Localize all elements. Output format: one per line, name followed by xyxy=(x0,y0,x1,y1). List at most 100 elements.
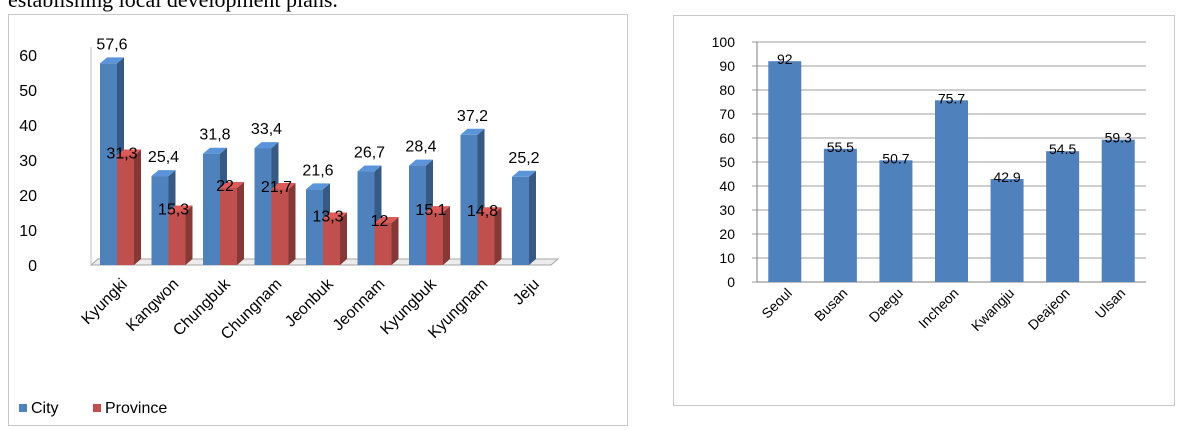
data-label: 92 xyxy=(777,51,793,67)
chart-panel-metro: 0 10 20 30 40 50 60 70 80 90 100 92 Seoul 55.5 Busan 50… xyxy=(673,15,1175,406)
data-label: 54.5 xyxy=(1049,141,1076,157)
bar-daegu xyxy=(879,160,913,282)
bar-province-jeonnam xyxy=(374,217,399,265)
bar-side xyxy=(288,183,296,265)
y-tick-label: 70 xyxy=(719,106,735,122)
x-tick-label: Deajeon xyxy=(1025,285,1073,333)
bar-top xyxy=(426,206,450,213)
bar-front xyxy=(306,189,323,265)
bar-top xyxy=(409,159,433,166)
bar-front xyxy=(512,176,529,265)
data-label-province: 21,7 xyxy=(261,179,292,196)
data-label-city: 31,8 xyxy=(199,127,230,144)
legend-swatch-city xyxy=(19,404,27,412)
bar-side xyxy=(340,212,347,265)
data-label-city: 25,2 xyxy=(508,150,539,167)
x-tick-label: Daegu xyxy=(866,285,906,325)
data-label-city: 37,2 xyxy=(457,108,488,125)
bar-province-kyungbuk xyxy=(426,206,450,265)
y-tick-label: 0 xyxy=(727,274,735,290)
data-label-province: 22 xyxy=(216,178,234,195)
data-label-province: 13,3 xyxy=(312,208,343,225)
chart-city-province: 010203040506057,631,3Kyungki25,415,3Kang… xyxy=(19,36,560,417)
data-label: 75.7 xyxy=(938,90,965,106)
data-label-province: 14,8 xyxy=(467,203,498,220)
y-tick-label: 10 xyxy=(19,223,37,240)
bar-front xyxy=(220,188,237,265)
data-label-province: 12 xyxy=(371,213,389,230)
data-label-city: 25,4 xyxy=(148,149,179,166)
bar-province-chungnam xyxy=(271,183,296,265)
y-tick-label: 80 xyxy=(719,82,735,98)
caption-text: establishing local development plans. xyxy=(8,0,338,13)
bar-incheon xyxy=(935,100,968,282)
y-tick-label: 90 xyxy=(719,58,735,74)
bar-top xyxy=(460,128,485,135)
x-tick-label: Seoul xyxy=(758,285,795,322)
bar-province-kyungnam xyxy=(477,207,502,265)
x-tick-label: Busan xyxy=(811,285,850,324)
data-label-province: 31,3 xyxy=(106,145,137,162)
bar-busan xyxy=(823,148,857,282)
y-tick-label: 20 xyxy=(719,226,735,242)
bar-front xyxy=(254,148,272,265)
bar-side xyxy=(443,206,450,265)
bar-deajeon xyxy=(1046,151,1080,282)
y-tick-label: 40 xyxy=(719,178,735,194)
chart-panel-city-province: 0 10 20 30 40 50 60 57,6 31,3 Kyungki 25,4 15,3 Kang… xyxy=(8,14,628,426)
y-tick-label: 40 xyxy=(19,118,37,135)
bar-ulsan xyxy=(1101,139,1135,282)
data-label-city: 28,4 xyxy=(405,139,436,156)
y-tick-label: 10 xyxy=(719,250,735,266)
bar-top xyxy=(323,212,347,219)
bar-province-jeonbuk xyxy=(323,212,347,265)
data-label-city: 21,6 xyxy=(302,162,333,179)
y-tick-label: 30 xyxy=(719,202,735,218)
bar-top xyxy=(117,149,141,156)
y-tick-label: 0 xyxy=(28,258,37,275)
bar-front xyxy=(477,213,495,265)
bar-top xyxy=(271,183,296,190)
data-label-province: 15,3 xyxy=(158,201,189,218)
y-tick-label: 50 xyxy=(19,83,37,100)
bar-front xyxy=(117,155,134,265)
data-label-city: 57,6 xyxy=(96,36,127,53)
bar-top xyxy=(100,57,124,64)
bar-top xyxy=(374,217,399,223)
data-label: 55.5 xyxy=(827,139,854,155)
bar-city-jeju xyxy=(512,170,536,265)
bar-front xyxy=(374,223,392,265)
bar-province-chungbuk xyxy=(220,182,244,265)
bar-province-kangwon xyxy=(168,205,193,265)
bar-front xyxy=(168,211,186,265)
bar-side xyxy=(185,205,193,265)
bar-front xyxy=(323,218,340,265)
bar-front xyxy=(151,176,169,265)
data-label-city: 26,7 xyxy=(354,145,385,162)
bar-front xyxy=(100,63,117,266)
x-tick-label: Incheon xyxy=(915,285,962,332)
legend-swatch-province xyxy=(93,404,101,412)
data-label: 59.3 xyxy=(1105,130,1132,146)
legend-label-province: Province xyxy=(105,400,167,417)
y-tick-label: 60 xyxy=(19,48,37,65)
x-tick-label: Ulsan xyxy=(1092,285,1129,322)
bar-side xyxy=(391,217,399,265)
data-label: 42.9 xyxy=(993,169,1020,185)
bar-front xyxy=(460,134,478,265)
bar-top xyxy=(151,170,176,177)
bar-front xyxy=(357,171,375,265)
bar-front xyxy=(271,189,289,265)
y-tick-label: 100 xyxy=(712,34,736,50)
bar-top xyxy=(477,207,502,214)
legend-label-city: City xyxy=(31,400,59,417)
bar-province-kyungki xyxy=(117,149,141,265)
bar-top xyxy=(357,165,382,172)
y-tick-label: 50 xyxy=(719,154,735,170)
bar-seoul xyxy=(768,61,802,283)
bar-top xyxy=(306,183,330,190)
x-tick-label: Jeju xyxy=(510,276,543,309)
bar-top xyxy=(512,170,536,177)
bar-top xyxy=(254,142,279,149)
bar-side xyxy=(237,182,244,265)
